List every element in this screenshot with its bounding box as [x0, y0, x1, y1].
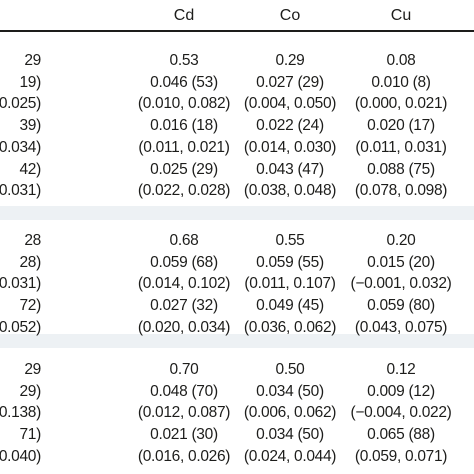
co-cell: (0.014, 0.030) — [243, 138, 337, 156]
co-cell: 0.043 (47) — [256, 160, 324, 178]
row-first-cell: 39) — [19, 117, 41, 135]
group-separator-band — [0, 334, 474, 348]
cu-cell: (0.078, 0.098) — [354, 182, 448, 200]
row-first-cell: 0.025) — [0, 95, 41, 113]
co-cell: (0.006, 0.062) — [243, 404, 337, 422]
table-header: s Cd Co Cu — [0, 0, 474, 30]
cd-cell: 0.016 (18) — [150, 117, 218, 135]
cu-cell: 0.088 (75) — [367, 160, 435, 178]
cu-cell: 0.020 (17) — [367, 117, 435, 135]
cd-cell: (0.016, 0.026) — [137, 447, 231, 465]
row-first-cell: 71) — [19, 426, 41, 444]
header-rule — [0, 30, 474, 32]
cd-cell: 0.021 (30) — [150, 426, 218, 444]
cd-cell: 0.048 (70) — [150, 382, 218, 400]
cd-cell: (0.011, 0.021) — [138, 138, 230, 156]
row-first-cell: 29 — [24, 52, 41, 69]
cu-cell: (0.011, 0.031) — [355, 138, 447, 156]
header-cu: Cu — [390, 7, 412, 24]
cd-cell: 0.027 (32) — [150, 297, 218, 315]
row-first-cell: 42) — [19, 160, 41, 178]
cd-cell: 0.70 — [169, 361, 199, 378]
cu-cell: 0.015 (20) — [367, 253, 435, 271]
cu-cell: 0.059 (80) — [367, 297, 435, 315]
co-cell: 0.55 — [275, 232, 305, 249]
co-cell: (0.004, 0.050) — [243, 95, 337, 113]
cd-cell: (0.014, 0.102) — [137, 275, 231, 293]
co-cell: 0.022 (24) — [256, 117, 324, 135]
cu-cell: (−0.001, 0.032) — [350, 275, 452, 293]
row-first-cell: 28 — [24, 232, 41, 249]
co-cell: (0.024, 0.044) — [243, 447, 337, 465]
row-first-cell: 0.138) — [0, 404, 41, 422]
co-cell: (0.038, 0.048) — [243, 182, 337, 200]
row-first-cell: 19) — [19, 73, 41, 91]
co-cell: 0.049 (45) — [256, 297, 324, 315]
cd-cell: 0.53 — [169, 52, 199, 69]
cd-cell: (0.012, 0.087) — [137, 404, 231, 422]
row-first-cell: 0.034) — [0, 138, 41, 156]
cu-cell: (0.059, 0.071) — [354, 447, 448, 465]
header-cd: Cd — [173, 7, 195, 24]
cd-cell: 0.046 (53) — [150, 73, 218, 91]
cu-cell: 0.12 — [386, 361, 416, 378]
row-first-cell: 29) — [19, 382, 41, 400]
row-first-cell: 28) — [19, 253, 41, 271]
co-cell: 0.50 — [275, 361, 305, 378]
cu-cell: 0.20 — [386, 232, 416, 249]
cd-cell: (0.020, 0.034) — [137, 318, 231, 336]
row-first-cell: 0.040) — [0, 447, 41, 465]
cu-cell: (0.043, 0.075) — [354, 318, 448, 336]
co-cell: (0.036, 0.062) — [243, 318, 337, 336]
cu-cell: 0.010 (8) — [371, 73, 431, 91]
co-cell: 0.027 (29) — [256, 73, 324, 91]
co-cell: 0.29 — [275, 52, 305, 69]
cd-cell: 0.025 (29) — [150, 160, 218, 178]
co-cell: 0.034 (50) — [256, 426, 324, 444]
row-first-cell: 0.031) — [0, 275, 41, 293]
cu-cell: 0.065 (88) — [367, 426, 435, 444]
cd-cell: 0.68 — [169, 232, 199, 249]
cd-cell: (0.022, 0.028) — [137, 182, 231, 200]
cd-cell: (0.010, 0.082) — [137, 95, 231, 113]
row-first-cell: 29 — [24, 361, 41, 378]
row-first-cell: 0.052) — [0, 318, 41, 336]
cd-cell: 0.059 (68) — [150, 253, 218, 271]
cu-cell: 0.08 — [386, 52, 416, 69]
group-separator-band — [0, 206, 474, 220]
cu-cell: (−0.004, 0.022) — [350, 404, 452, 422]
co-cell: (0.011, 0.107) — [244, 275, 336, 293]
co-cell: 0.059 (55) — [256, 253, 324, 271]
cu-cell: 0.009 (12) — [367, 382, 435, 400]
row-first-cell: 0.031) — [0, 182, 41, 200]
cu-cell: (0.000, 0.021) — [354, 95, 448, 113]
co-cell: 0.034 (50) — [256, 382, 324, 400]
header-co: Co — [279, 7, 301, 24]
row-first-cell: 72) — [19, 297, 41, 315]
